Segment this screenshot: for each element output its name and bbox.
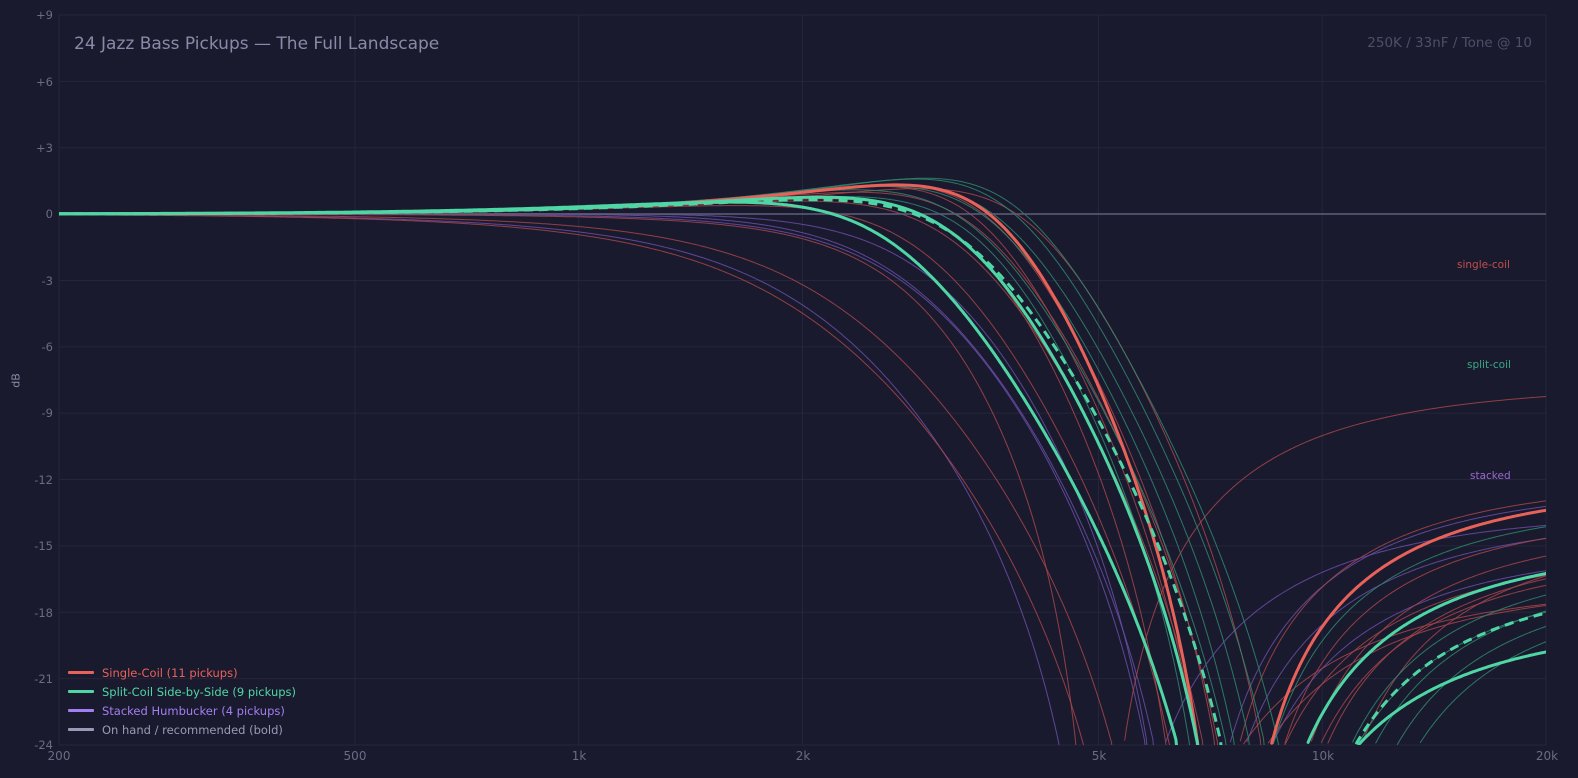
bold-curves [59, 183, 1546, 745]
y-tick: -3 [41, 274, 53, 288]
x-tick: 10k [1311, 749, 1335, 763]
legend-label: Stacked Humbucker (4 pickups) [102, 703, 285, 718]
legend-swatch-split-coil [68, 690, 94, 693]
chart-title: 24 Jazz Bass Pickups — The Full Landscap… [74, 34, 440, 54]
x-tick: 20k [1535, 749, 1559, 763]
y-tick: 0 [45, 207, 53, 221]
y-tick: -21 [34, 672, 53, 686]
x-tick: 2k [795, 749, 811, 763]
chart-subtitle: 250K / 33nF / Tone @ 10 [1367, 35, 1532, 51]
y-tick: +9 [36, 8, 53, 22]
y-tick: -18 [34, 606, 53, 620]
grid-lines [58, 14, 1547, 746]
y-tick: +3 [36, 141, 53, 155]
x-tick: 200 [47, 749, 71, 763]
legend-item-stacked[interactable]: Stacked Humbucker (4 pickups) [68, 701, 296, 720]
legend-item-split-coil[interactable]: Split-Coil Side-by-Side (9 pickups) [68, 682, 296, 701]
y-tick: -12 [34, 473, 53, 487]
x-tick: 1k [571, 749, 587, 763]
y-axis-label: dB [9, 373, 23, 388]
curve-split-bold [59, 198, 1546, 745]
legend-swatch-recommended [68, 728, 94, 731]
legend-label: On hand / recommended (bold) [102, 722, 283, 737]
x-tick: 500 [343, 749, 367, 763]
y-tick: +6 [36, 75, 53, 89]
legend-label: Single-Coil (11 pickups) [102, 665, 238, 680]
legend-item-recommended[interactable]: On hand / recommended (bold) [68, 720, 296, 739]
legend-swatch-stacked [68, 709, 94, 712]
legend-item-single-coil[interactable]: Single-Coil (11 pickups) [68, 663, 296, 682]
curve-label-split-coil: split-coil [1467, 359, 1511, 371]
legend-swatch-single-coil [68, 671, 94, 674]
y-tick: -24 [34, 738, 53, 752]
curve-label-single-coil: single-coil [1457, 259, 1510, 271]
curve-single [59, 214, 1546, 745]
y-tick: -15 [34, 539, 53, 553]
legend: Single-Coil (11 pickups) Split-Coil Side… [68, 663, 296, 739]
legend-label: Split-Coil Side-by-Side (9 pickups) [102, 684, 297, 699]
y-tick: -6 [41, 340, 53, 354]
y-tick: -9 [41, 406, 53, 420]
curve-label-stacked: stacked [1470, 470, 1511, 482]
x-tick: 5k [1091, 749, 1107, 763]
